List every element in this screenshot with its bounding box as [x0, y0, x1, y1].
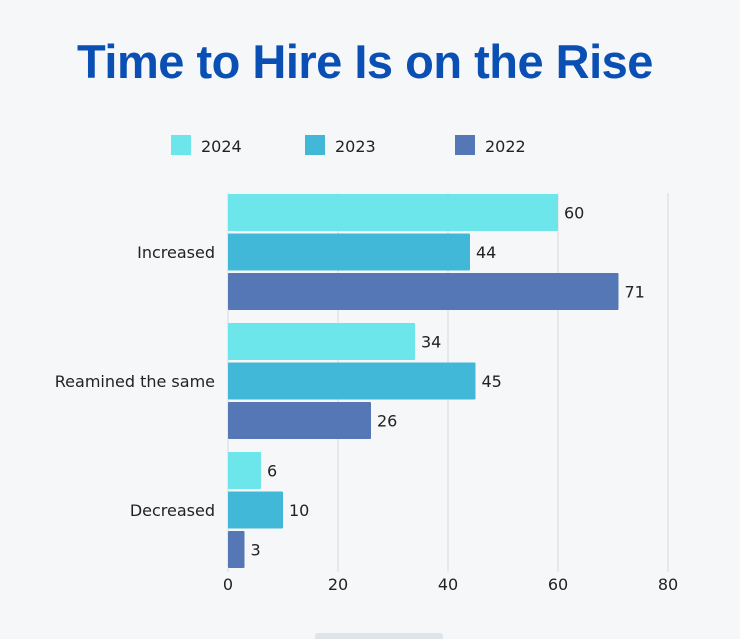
x-tick-label-20: 20 [328, 575, 348, 594]
scroll-indicator [315, 633, 443, 639]
x-tick-label-40: 40 [438, 575, 458, 594]
category-label-1: Reamined the same [55, 372, 215, 391]
bar-2023-2 [228, 491, 283, 529]
category-label-2: Decreased [130, 501, 215, 520]
data-labels: 60 44 71 34 45 26 6 10 3 [251, 204, 645, 560]
bar-2023-1 [228, 362, 476, 400]
data-label-2023-2: 10 [289, 501, 309, 520]
x-tick-label-80: 80 [658, 575, 678, 594]
data-label-2024-2: 6 [267, 462, 277, 481]
legend-swatch-2022 [455, 135, 475, 155]
bar-2024-1 [228, 323, 415, 360]
x-axis-ticks: 0 20 40 60 80 [223, 575, 678, 594]
legend-label-2023: 2023 [335, 137, 376, 156]
category-label-0: Increased [137, 243, 215, 262]
legend-swatch-2023 [305, 135, 325, 155]
bar-2022-0 [228, 273, 619, 310]
legend-swatch-2024 [171, 135, 191, 155]
x-tick-label-60: 60 [548, 575, 568, 594]
legend: 2024 2023 2022 [171, 135, 526, 156]
data-label-2022-1: 26 [377, 412, 397, 431]
bar-2022-1 [228, 402, 371, 439]
bar-2024-2 [228, 452, 261, 489]
x-tick-label-0: 0 [223, 575, 233, 594]
data-label-2024-0: 60 [564, 204, 584, 223]
chart-title: Time to Hire Is on the Rise [77, 35, 653, 88]
data-label-2023-0: 44 [476, 243, 496, 262]
category-labels: Increased Reamined the same Decreased [55, 243, 215, 520]
bar-2022-2 [228, 531, 245, 568]
data-label-2022-2: 3 [251, 541, 261, 560]
bars [228, 194, 619, 568]
bar-chart: 2024 2023 2022 60 44 71 34 45 26 6 10 3 Increased R… [55, 135, 678, 594]
data-label-2023-1: 45 [482, 372, 502, 391]
bar-2023-0 [228, 233, 470, 271]
legend-label-2022: 2022 [485, 137, 526, 156]
data-label-2022-0: 71 [625, 283, 645, 302]
data-label-2024-1: 34 [421, 333, 441, 352]
legend-label-2024: 2024 [201, 137, 242, 156]
bar-2024-0 [228, 194, 558, 231]
